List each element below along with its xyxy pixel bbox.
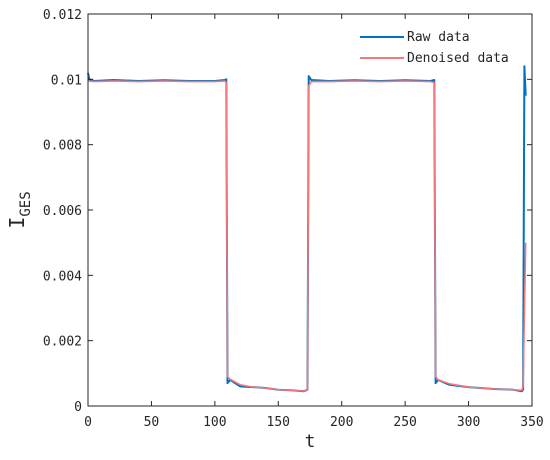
series-layer [87,65,527,393]
x-tick-label: 50 [144,415,160,430]
x-tick-label: 100 [203,415,226,430]
legend: Raw data Denoised data [360,30,509,66]
y-axis-label-main: I [5,217,29,229]
x-tick-label: 0 [84,415,92,430]
x-axis: 0 50 100 150 200 250 300 350 [84,14,544,430]
y-axis-label-subscript: GES [18,191,34,216]
y-tick-label: 0.002 [43,335,82,350]
x-tick-label: 250 [393,415,416,430]
x-tick-label: 150 [267,415,290,430]
y-axis: 0 0.002 0.004 0.006 0.008 0.01 0.012 [43,8,532,415]
legend-label-raw: Raw data [407,30,470,45]
y-tick-label: 0.01 [51,73,82,88]
x-axis-label: t [305,431,316,452]
y-axis-label: IGES [5,191,34,228]
x-tick-label: 200 [330,415,353,430]
series-line-denoised [87,80,527,392]
legend-label-denoised: Denoised data [407,51,509,66]
y-tick-label: 0.012 [43,8,82,23]
y-tick-label: 0.008 [43,139,82,154]
plot-area [88,14,532,406]
y-tick-label: 0.006 [43,204,82,219]
y-tick-label: 0 [74,400,82,415]
x-tick-label: 350 [520,415,543,430]
x-tick-label: 300 [457,415,480,430]
y-tick-label: 0.004 [43,269,82,284]
